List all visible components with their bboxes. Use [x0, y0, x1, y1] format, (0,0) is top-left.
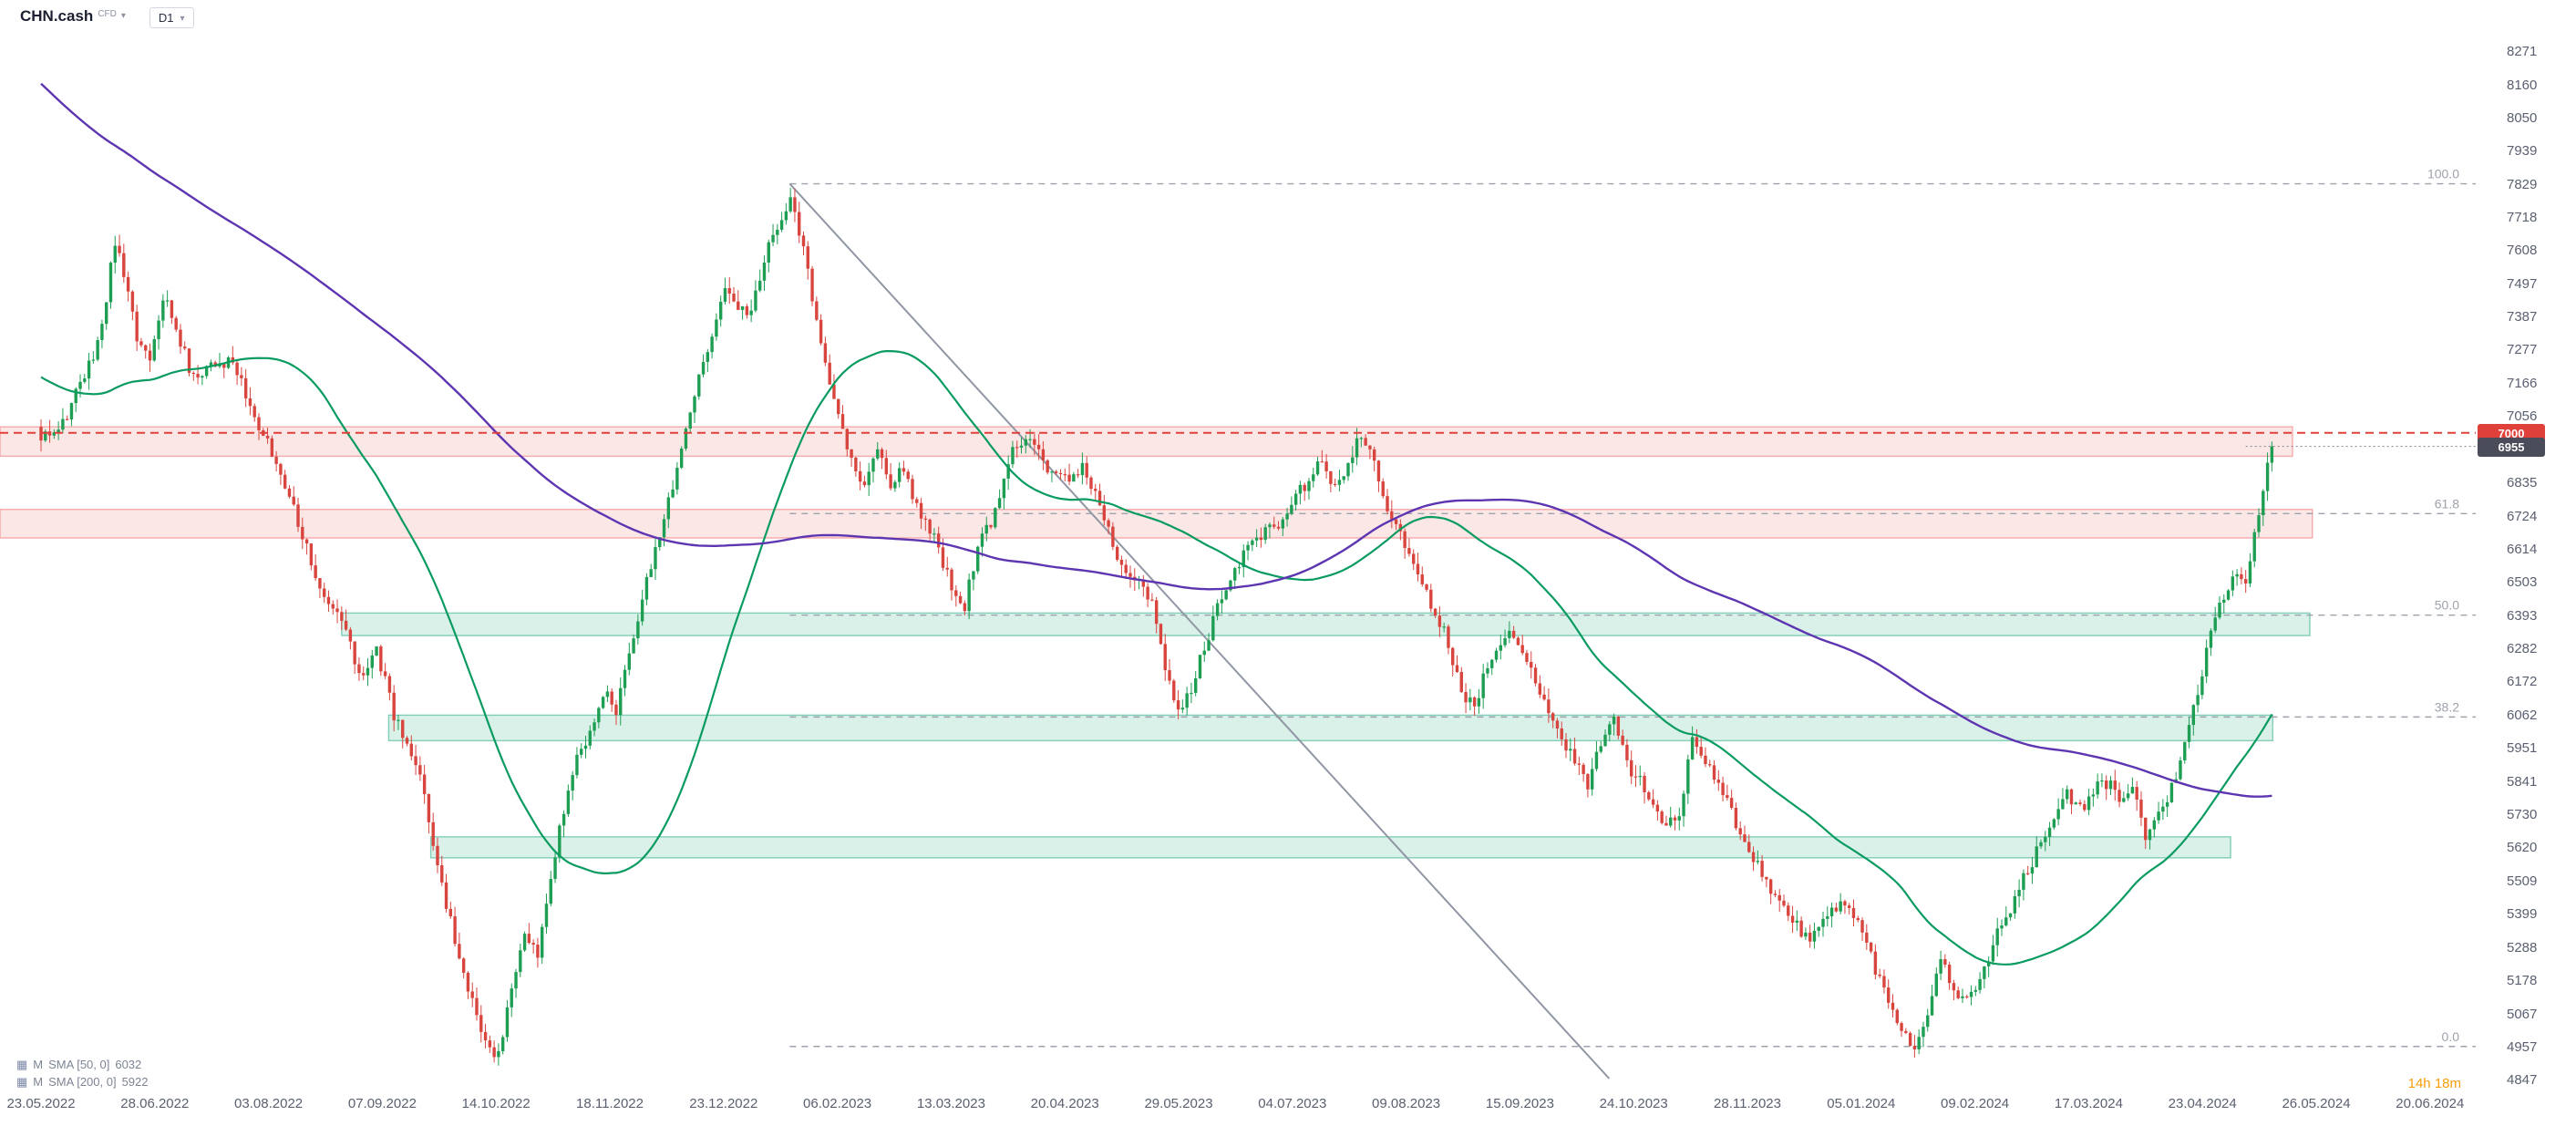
time-tick-label: 18.11.2022 — [576, 1096, 644, 1111]
price-tick-label: 7056 — [2507, 408, 2538, 425]
bar-countdown: 14h 18m — [2407, 1076, 2461, 1091]
zone-support-5600[interactable] — [429, 836, 2231, 859]
indicator-chart-icon: ▦ — [16, 1074, 28, 1089]
indicator-legend: ▦ M SMA [50, 0] 6032 ▦ M SMA [200, 0] 59… — [16, 1056, 149, 1090]
price-tick-label: 6172 — [2507, 674, 2538, 690]
sma-50-line[interactable] — [40, 350, 2273, 966]
price-tick-label: 5288 — [2507, 939, 2538, 956]
time-tick-label: 05.01.2024 — [1827, 1096, 1896, 1111]
time-tick-label: 06.02.2023 — [803, 1096, 872, 1111]
symbol-selector[interactable]: CHN.cash CFD ▾ — [20, 7, 126, 26]
indicator-value: 6032 — [115, 1058, 142, 1071]
chevron-down-icon: ▾ — [180, 13, 185, 24]
price-tick-label: 7166 — [2507, 376, 2538, 392]
time-tick-label: 17.03.2024 — [2054, 1096, 2123, 1111]
price-tick-label: 6614 — [2507, 541, 2538, 557]
price-tick-label: 7829 — [2507, 176, 2538, 192]
price-tick-label: 7939 — [2507, 143, 2538, 160]
time-tick-label: 03.08.2022 — [234, 1096, 304, 1111]
time-tick-label: 24.10.2023 — [1599, 1096, 1668, 1111]
time-tick-label: 07.09.2022 — [347, 1096, 417, 1111]
indicator-window-label: M — [33, 1058, 44, 1071]
time-axis[interactable]: 23.05.2022 28.06.2022 03.08.2022 07.09.2022… — [0, 1090, 2476, 1125]
time-tick-label: 13.03.2023 — [916, 1096, 985, 1111]
indicator-label: SMA [50, 0] — [48, 1058, 110, 1071]
indicator-legend-item-sma200[interactable]: ▦ M SMA [200, 0] 5922 — [16, 1073, 149, 1090]
candlestick-series — [39, 188, 2274, 1066]
price-tick-label: 6282 — [2507, 641, 2538, 657]
price-tick-label: 5067 — [2507, 1006, 2538, 1022]
time-tick-label: 14.10.2022 — [461, 1096, 531, 1111]
price-tick-label: 6835 — [2507, 475, 2538, 491]
zone-support-6400[interactable] — [341, 612, 2311, 636]
price-tick-label: 7718 — [2507, 210, 2538, 226]
price-tick-label: 5399 — [2507, 906, 2538, 923]
price-axis[interactable]: 8271 8160 8050 7939 7829 7718 7608 7497 7387 7277… — [2476, 0, 2576, 1088]
instrument-type-label: CFD — [98, 9, 117, 19]
price-tick-label: 7608 — [2507, 243, 2538, 259]
price-tick-label: 6503 — [2507, 574, 2538, 591]
timeframe-selector[interactable]: D1 ▾ — [149, 7, 194, 28]
time-tick-label: 23.12.2022 — [689, 1096, 758, 1111]
indicator-value: 5922 — [121, 1075, 149, 1089]
indicator-label: SMA [200, 0] — [48, 1075, 117, 1089]
price-tick-label: 5730 — [2507, 807, 2538, 823]
time-tick-label: 23.04.2024 — [2168, 1096, 2237, 1111]
indicator-window-label: M — [33, 1075, 44, 1089]
time-tick-label: 09.02.2024 — [1941, 1096, 2010, 1111]
time-tick-label: 28.06.2022 — [120, 1096, 190, 1111]
price-tick-label: 8160 — [2507, 77, 2538, 93]
price-tick-label: 8271 — [2507, 44, 2538, 59]
symbol-name: CHN.cash — [20, 7, 94, 25]
time-tick-label: 15.09.2023 — [1485, 1096, 1554, 1111]
price-tick-label: 5509 — [2507, 873, 2538, 889]
price-tick-label: 7387 — [2507, 309, 2538, 325]
trendline[interactable] — [788, 182, 1611, 1080]
fib-level-label: 38.2 — [2435, 699, 2459, 714]
chart-header: CHN.cash CFD ▾ D1 ▾ — [20, 7, 194, 28]
time-tick-label: 04.07.2023 — [1258, 1096, 1327, 1111]
price-tick-label: 8050 — [2507, 109, 2538, 126]
fib-level-label: 0.0 — [2442, 1029, 2460, 1044]
fibonacci-retracement: 100.0 61.8 50.0 38.2 0.0 — [789, 167, 2476, 1048]
sma-200-line[interactable] — [40, 82, 2272, 798]
indicator-legend-item-sma50[interactable]: ▦ M SMA [50, 0] 6032 — [16, 1056, 149, 1073]
price-tick-label: 6724 — [2507, 508, 2538, 524]
price-tick-label: 4957 — [2507, 1038, 2538, 1055]
time-tick-label: 20.04.2023 — [1030, 1096, 1099, 1111]
time-tick-label: 26.05.2024 — [2282, 1096, 2351, 1111]
zone-support-6000[interactable] — [387, 714, 2273, 742]
price-tick-label: 5178 — [2507, 972, 2538, 988]
indicator-chart-icon: ▦ — [16, 1057, 28, 1071]
time-tick-label: 28.11.2023 — [1714, 1096, 1781, 1111]
price-tick-label: 7497 — [2507, 275, 2538, 292]
price-tick-label: 7277 — [2507, 342, 2538, 358]
chevron-down-icon: ▾ — [120, 11, 126, 21]
price-tick-label: 5841 — [2507, 773, 2538, 790]
timeframe-label: D1 — [158, 11, 174, 25]
zone-resistance-6700[interactable] — [0, 509, 2313, 539]
price-tick-label: 5620 — [2507, 840, 2538, 856]
time-tick-label: 23.05.2022 — [6, 1096, 76, 1111]
fib-level-label: 61.8 — [2435, 496, 2459, 511]
support-resistance-zones — [0, 426, 2313, 859]
time-tick-label: 09.08.2023 — [1372, 1096, 1441, 1111]
price-tick-label: 5951 — [2507, 740, 2538, 757]
fib-level-label: 50.0 — [2435, 598, 2459, 613]
price-tick-label: 6062 — [2507, 707, 2538, 723]
zone-resistance-7000[interactable] — [0, 426, 2293, 458]
current-price-tag: 6955 — [2478, 437, 2545, 457]
price-tick-label: 4847 — [2507, 1072, 2538, 1088]
price-tick-label: 6393 — [2507, 607, 2538, 624]
time-tick-label: 29.05.2023 — [1144, 1096, 1213, 1111]
time-tick-label: 20.06.2024 — [2396, 1096, 2465, 1111]
fib-level-label: 100.0 — [2427, 167, 2459, 181]
